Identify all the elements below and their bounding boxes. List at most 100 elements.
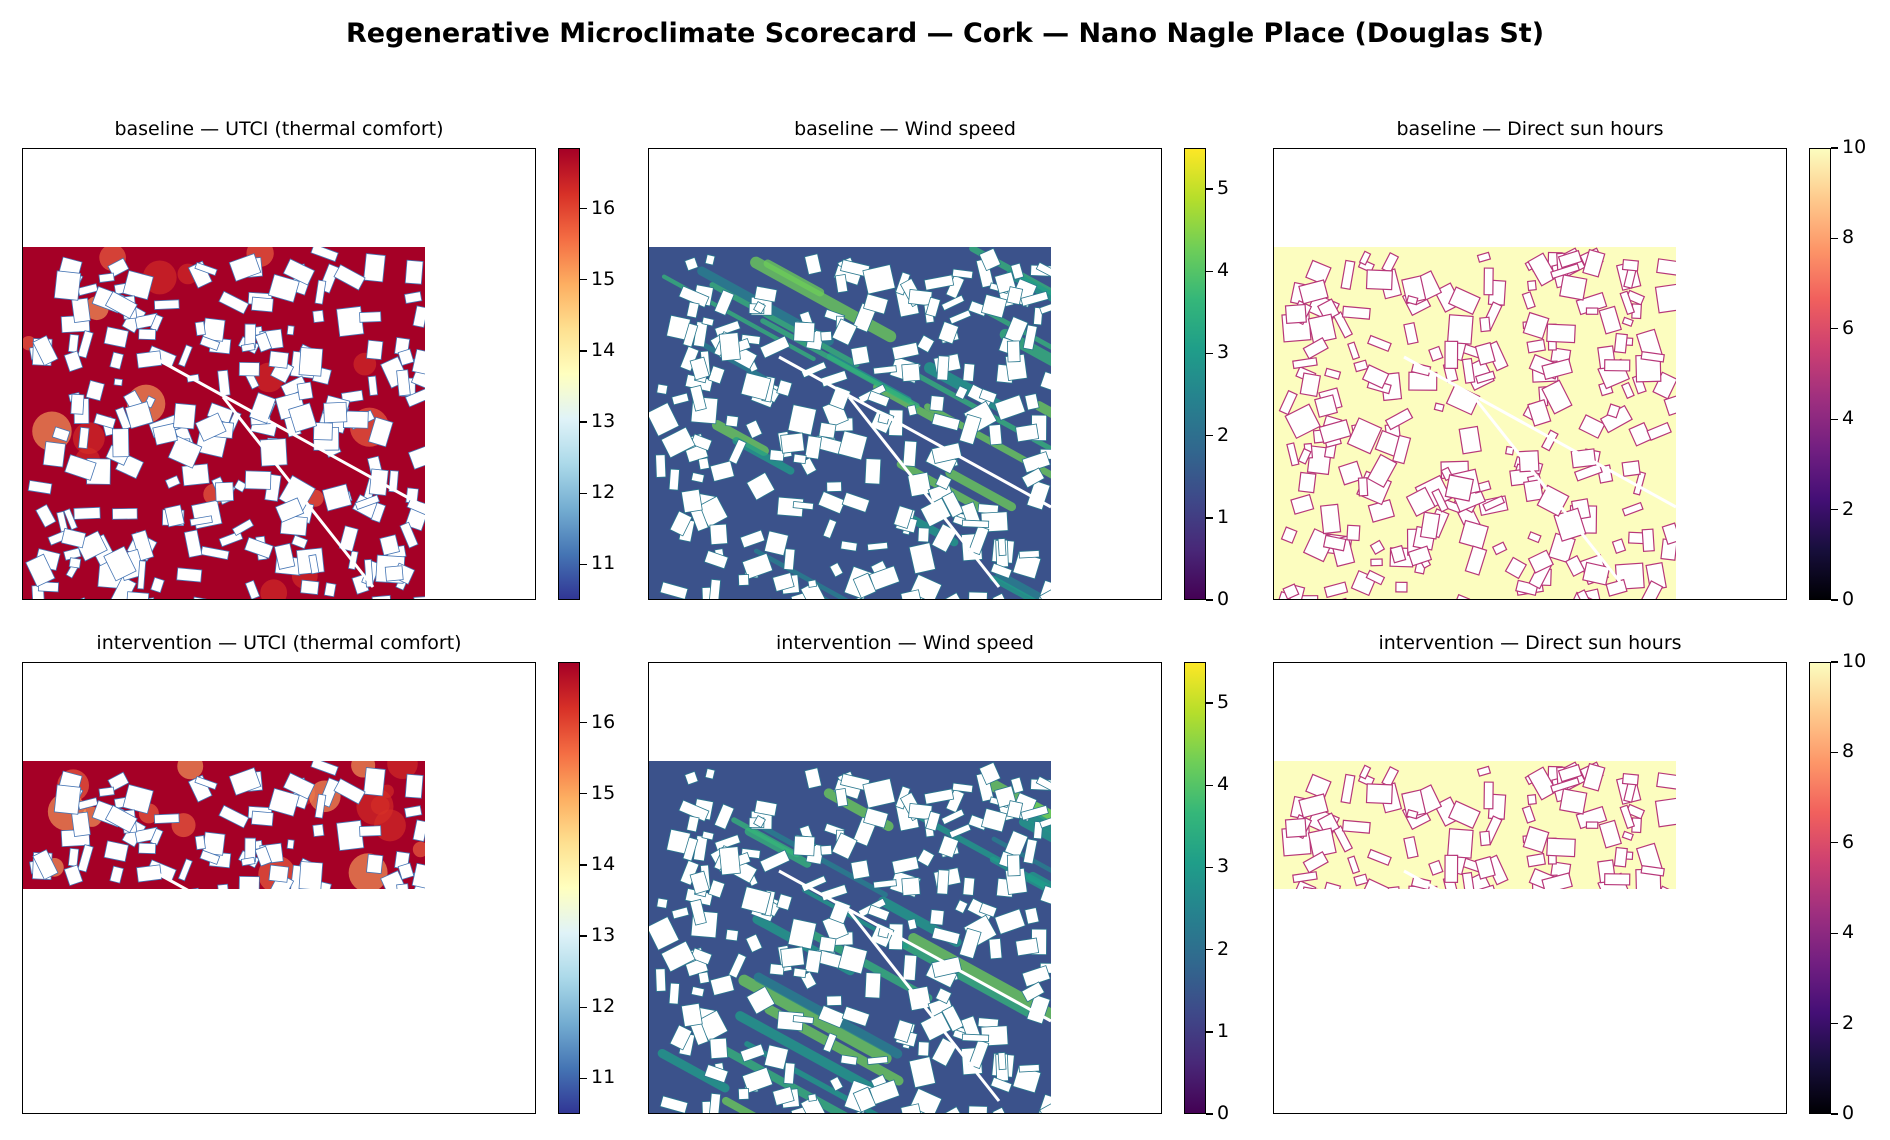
panel-title: intervention — UTCI (thermal comfort) (96, 632, 462, 654)
colorbar-tick-label: 11 (591, 552, 616, 575)
field-map (649, 761, 1051, 1113)
colorbar-tick-mark (1831, 147, 1838, 149)
heatmap-axes (1273, 662, 1787, 1114)
colorbar-tick-mark (1206, 1031, 1213, 1033)
colorbar-tick-mark (1831, 599, 1838, 601)
colorbar-tick-label: 5 (1217, 691, 1230, 714)
colorbar-tick-label: 1 (1217, 505, 1230, 528)
colorbar-tick-mark (580, 207, 587, 210)
colorbar-tick-label: 4 (1217, 773, 1230, 796)
field-map (1274, 761, 1676, 889)
colorbar-tick-mark (1206, 270, 1213, 272)
colorbar-tick-label: 0 (1842, 1102, 1855, 1124)
colorbar-tick-mark (1831, 932, 1838, 934)
panel-title: intervention — Wind speed (776, 632, 1034, 654)
field-map (23, 247, 425, 599)
colorbar-tick-label: 0 (1217, 1102, 1230, 1124)
colorbar-tick-mark (1831, 508, 1838, 511)
colorbar-tick-mark (1206, 784, 1213, 786)
colorbar-tick-mark (1206, 517, 1213, 519)
panel-title: baseline — Wind speed (794, 118, 1016, 140)
heatmap-axes (648, 662, 1162, 1114)
colorbar (558, 662, 580, 1114)
colorbar-tick-mark (1831, 661, 1838, 663)
colorbar-tick-mark (1831, 842, 1838, 844)
colorbar-tick-mark (580, 421, 587, 423)
colorbar-tick-label: 2 (1217, 423, 1230, 446)
colorbar-tick-label: 14 (591, 852, 616, 875)
colorbar-tick-label: 4 (1842, 921, 1855, 944)
heatmap-plot (649, 247, 1051, 599)
colorbar-tick-label: 2 (1842, 1011, 1855, 1034)
colorbar-tick-label: 11 (591, 1066, 616, 1089)
colorbar-tick-mark (580, 792, 587, 795)
colorbar-tick-label: 13 (591, 924, 616, 947)
colorbar-tick-mark (1206, 866, 1213, 869)
colorbar-tick-mark (580, 1077, 587, 1080)
colorbar-tick-mark (1831, 328, 1838, 330)
colorbar (1809, 148, 1831, 600)
colorbar-tick-label: 5 (1217, 177, 1230, 200)
colorbar-tick-mark (1831, 237, 1838, 240)
heatmap-axes (22, 662, 536, 1114)
colorbar-tick-mark (1206, 1113, 1213, 1115)
heatmap-plot (23, 247, 425, 599)
colorbar-tick-mark (580, 1006, 587, 1008)
colorbar-tick-mark (1206, 434, 1213, 437)
colorbar-tick-mark (1831, 418, 1838, 420)
figure-title: Regenerative Microclimate Scorecard — Co… (345, 18, 1545, 49)
heatmap-plot (649, 761, 1051, 1113)
colorbar-tick-mark (1206, 188, 1213, 190)
colorbar-tick-mark (1831, 1113, 1838, 1115)
colorbar-tick-label: 16 (591, 710, 616, 733)
colorbar-tick-label: 16 (591, 196, 616, 219)
colorbar-tick-label: 0 (1842, 588, 1855, 610)
colorbar-tick-mark (1206, 352, 1213, 355)
heatmap-plot (1274, 761, 1676, 889)
colorbar-tick-label: 4 (1217, 259, 1230, 282)
colorbar (1184, 148, 1206, 600)
colorbar-tick-mark (1206, 599, 1213, 601)
colorbar-tick-mark (580, 278, 587, 281)
colorbar-tick-label: 15 (591, 267, 616, 290)
colorbar-tick-label: 3 (1217, 855, 1230, 878)
panel-title: baseline — Direct sun hours (1396, 118, 1664, 140)
colorbar-tick-label: 6 (1842, 830, 1855, 853)
colorbar-tick-label: 1 (1217, 1019, 1230, 1042)
field-map (1274, 247, 1676, 599)
heatmap-plot (1274, 247, 1676, 599)
colorbar-tick-label: 10 (1842, 650, 1867, 672)
colorbar-tick-label: 0 (1217, 588, 1230, 610)
colorbar-tick-label: 6 (1842, 316, 1855, 339)
colorbar-tick-label: 14 (591, 338, 616, 361)
colorbar-tick-label: 13 (591, 410, 616, 433)
panel-title: intervention — Direct sun hours (1378, 632, 1682, 654)
colorbar-tick-mark (580, 864, 587, 866)
colorbar-tick-mark (580, 492, 587, 494)
colorbar (558, 148, 580, 600)
colorbar-tick-label: 12 (591, 481, 616, 504)
colorbar-tick-label: 10 (1842, 136, 1867, 158)
heatmap-axes (648, 148, 1162, 600)
colorbar-tick-mark (580, 563, 587, 566)
colorbar-tick-mark (580, 721, 587, 724)
colorbar-tick-mark (1206, 702, 1213, 704)
colorbar (1809, 662, 1831, 1114)
heatmap-axes (1273, 148, 1787, 600)
field-map (649, 247, 1051, 599)
colorbar-tick-label: 2 (1842, 497, 1855, 520)
colorbar-tick-mark (1206, 948, 1213, 951)
colorbar-tick-label: 15 (591, 781, 616, 804)
colorbar-tick-label: 8 (1842, 740, 1855, 763)
heatmap-axes (22, 148, 536, 600)
panel-title: baseline — UTCI (thermal comfort) (114, 118, 444, 140)
colorbar-tick-mark (580, 350, 587, 352)
colorbar-tick-label: 3 (1217, 341, 1230, 364)
colorbar-tick-mark (580, 935, 587, 937)
colorbar (1184, 662, 1206, 1114)
colorbar-tick-label: 4 (1842, 407, 1855, 430)
heatmap-plot (23, 761, 425, 889)
colorbar-tick-label: 12 (591, 995, 616, 1018)
colorbar-tick-label: 2 (1217, 937, 1230, 960)
colorbar-tick-label: 8 (1842, 226, 1855, 249)
